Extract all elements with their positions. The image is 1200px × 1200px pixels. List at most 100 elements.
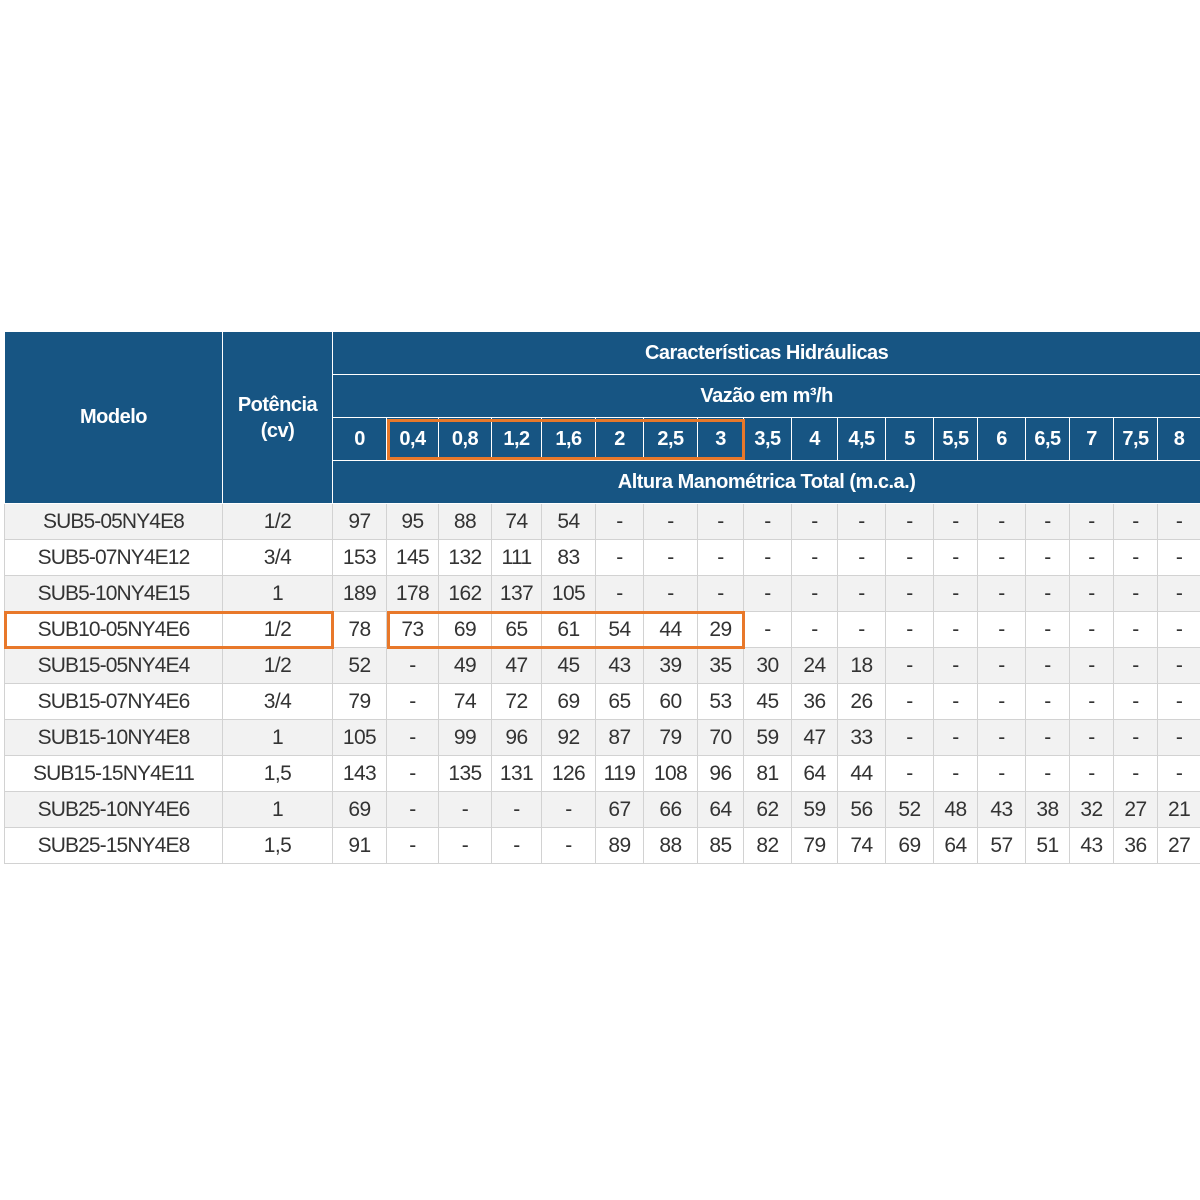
head-value-cell: 49 [438, 647, 492, 684]
head-value-cell: - [1069, 755, 1114, 792]
head-value-cell: 79 [643, 719, 698, 756]
head-value-cell: - [541, 827, 596, 864]
head-value-cell: 111 [491, 539, 542, 576]
head-value-cell: - [438, 827, 492, 864]
head-value-cell: - [1156, 503, 1200, 540]
head-value-cell: 56 [837, 791, 886, 828]
flow-header-cell: 2,5 [643, 417, 698, 461]
power-cell: 1,5 [222, 755, 333, 792]
table-row: SUB25-15NY4E8 1,5 91- - - -89 88 85 82 79 74 69 64 57… [4, 827, 1200, 864]
head-value-cell: 74 [837, 827, 886, 864]
head-value-cell: 105 [332, 719, 387, 756]
head-value-cell: 51 [1025, 827, 1070, 864]
head-value-cell: - [1113, 683, 1158, 720]
head-value-cell: - [386, 791, 439, 828]
head-value-cell: - [885, 683, 934, 720]
head-value-cell: - [595, 575, 644, 612]
head-value-cell: 91 [332, 827, 387, 864]
head-value-cell: - [743, 539, 792, 576]
head-value-cell: 43 [1069, 827, 1114, 864]
head-value-cell: 79 [332, 683, 387, 720]
head-value-cell: - [1025, 611, 1070, 648]
head-value-cell: 178 [386, 575, 439, 612]
head-value-cell: 48 [933, 791, 978, 828]
head-value-cell: - [1069, 719, 1114, 756]
head-value-cell: - [885, 755, 934, 792]
head-value-cell: - [1156, 539, 1200, 576]
head-value-cell: 97 [332, 503, 387, 540]
head-value-cell: 43 [595, 647, 644, 684]
head-value-cell: - [1113, 719, 1158, 756]
head-value-cell: - [977, 719, 1026, 756]
power-cell: 1 [222, 719, 333, 756]
head-value-cell: 73 [386, 611, 439, 648]
table-row: SUB25-10NY4E6 1 69- - - -67 66 64 62 59 56 52 48 43 38… [4, 791, 1200, 828]
head-value-cell: 57 [977, 827, 1026, 864]
power-cell: 1 [222, 575, 333, 612]
model-cell: SUB15-15NY4E11 [4, 755, 223, 792]
head-value-cell: 95 [386, 503, 439, 540]
head-value-cell: 119 [595, 755, 644, 792]
model-cell: SUB5-07NY4E12 [4, 539, 223, 576]
flow-header-cell: 1,2 [491, 417, 542, 461]
head-value-cell: 66 [643, 791, 698, 828]
head-value-cell: 108 [643, 755, 698, 792]
head-value-cell: 126 [541, 755, 596, 792]
flow-header-cell: 4 [791, 417, 838, 461]
head-value-cell: 39 [643, 647, 698, 684]
model-cell: SUB25-10NY4E6 [4, 791, 223, 828]
power-cell: 1,5 [222, 827, 333, 864]
head-value-cell: 74 [491, 503, 542, 540]
head-value-cell: 33 [837, 719, 886, 756]
header-flow-unit: Vazão em m³/h [331, 374, 1200, 418]
table-row: SUB15-10NY4E8 1 105-99 96 92 87 79 70 59 47 33- - - -… [4, 719, 1200, 756]
head-value-cell: 18 [837, 647, 886, 684]
head-value-cell: 96 [697, 755, 744, 792]
flow-header-cell: 2 [595, 417, 644, 461]
head-value-cell: 47 [791, 719, 838, 756]
head-value-cell: 189 [332, 575, 387, 612]
head-value-cell: 65 [491, 611, 542, 648]
power-cell: 1/2 [222, 611, 333, 648]
head-value-cell: - [697, 539, 744, 576]
head-value-cell: 21 [1156, 791, 1200, 828]
head-value-cell: 88 [438, 503, 492, 540]
head-value-cell: - [933, 647, 978, 684]
head-value-cell: - [1113, 611, 1158, 648]
head-value-cell: 52 [885, 791, 934, 828]
head-value-cell: - [885, 575, 934, 612]
head-value-cell: - [491, 791, 542, 828]
head-value-cell: - [386, 719, 439, 756]
power-cell: 1/2 [222, 503, 333, 540]
head-value-cell: - [933, 611, 978, 648]
head-value-cell: - [933, 755, 978, 792]
head-value-cell: 62 [743, 791, 792, 828]
flow-header-cell: 3,5 [743, 417, 792, 461]
head-value-cell: 137 [491, 575, 542, 612]
head-value-cell: 52 [332, 647, 387, 684]
head-value-cell: - [1069, 503, 1114, 540]
head-value-cell: 78 [332, 611, 387, 648]
flow-header-cell: 7,5 [1113, 417, 1158, 461]
model-cell: SUB15-05NY4E4 [4, 647, 223, 684]
head-value-cell: 145 [386, 539, 439, 576]
head-value-cell: 38 [1025, 791, 1070, 828]
head-value-cell: 69 [332, 791, 387, 828]
flow-header-cell: 6,5 [1025, 417, 1070, 461]
head-value-cell: - [743, 503, 792, 540]
flow-header-cell: 7 [1069, 417, 1114, 461]
head-value-cell: 64 [933, 827, 978, 864]
head-value-cell: - [643, 539, 698, 576]
head-value-cell: - [933, 575, 978, 612]
head-value-cell: - [933, 503, 978, 540]
flow-header-cell: 5 [885, 417, 934, 461]
head-value-cell: - [1156, 719, 1200, 756]
head-value-cell: 81 [743, 755, 792, 792]
head-value-cell: 59 [743, 719, 792, 756]
flow-header-cell: 5,5 [933, 417, 978, 461]
model-cell: SUB15-07NY4E6 [4, 683, 223, 720]
head-value-cell: - [1156, 575, 1200, 612]
head-value-cell: 92 [541, 719, 596, 756]
head-value-cell: 162 [438, 575, 492, 612]
head-value-cell: - [977, 755, 1026, 792]
